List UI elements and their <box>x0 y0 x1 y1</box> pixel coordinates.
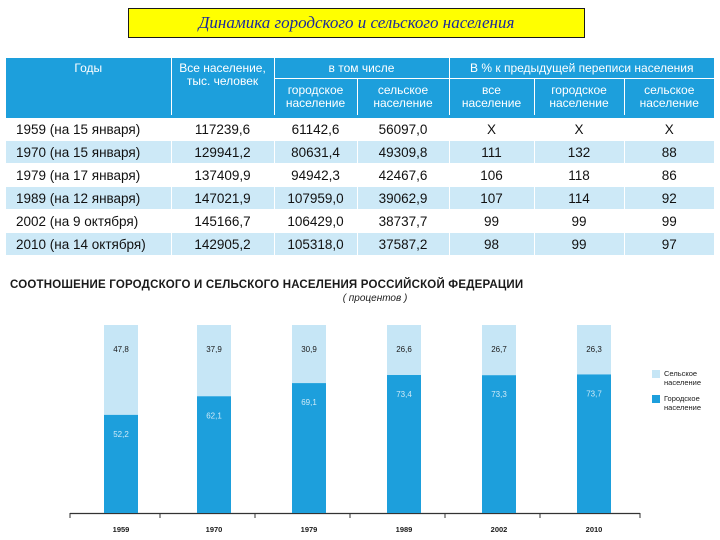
x-tick-label: 1979 <box>301 525 318 534</box>
cell-pct-urban: 132 <box>533 140 624 164</box>
cell-year: 2002 (на 9 октября) <box>6 209 171 233</box>
cell-urban: 105318,0 <box>273 232 357 255</box>
cell-pct-total: 106 <box>448 163 534 187</box>
cell-total: 145166,7 <box>170 209 274 233</box>
table-row: 1970 (на 15 января) 129941,2 80631,4 493… <box>6 140 715 164</box>
cell-rural: 38737,7 <box>356 209 449 233</box>
chart-subtitle: ( процентов ) <box>342 293 408 304</box>
data-label-urban: 62,1 <box>206 411 222 420</box>
cell-urban: 94942,3 <box>273 163 357 187</box>
bar-urban <box>387 375 421 513</box>
cell-urban: 107959,0 <box>273 186 357 210</box>
cell-total: 137409,9 <box>170 163 274 187</box>
data-label-urban: 73,4 <box>396 390 412 399</box>
cell-pct-total: 99 <box>448 209 534 233</box>
cell-pct-rural: 92 <box>623 186 715 210</box>
cell-rural: 56097,0 <box>356 115 449 141</box>
cell-pct-urban: 114 <box>533 186 624 210</box>
cell-total: 147021,9 <box>170 186 274 210</box>
cell-pct-urban: 99 <box>533 209 624 233</box>
cell-year: 1979 (на 17 января) <box>6 163 171 187</box>
header-all-population: Все население, тыс. человек <box>170 58 274 117</box>
cell-rural: 37587,2 <box>356 232 449 255</box>
cell-rural: 42467,6 <box>356 163 449 187</box>
header-pct-all: все население <box>448 78 534 117</box>
bar-rural <box>482 325 516 376</box>
header-pct-rural: сельское население <box>623 78 715 117</box>
cell-pct-rural: 86 <box>623 163 715 187</box>
table-row: 1959 (на 15 января) 117239,6 61142,6 560… <box>6 115 715 141</box>
x-tick-label: 1970 <box>206 525 223 534</box>
header-pct-group: В % к предыдущей переписи населения <box>448 58 715 79</box>
cell-pct-rural: X <box>623 115 715 141</box>
data-label-rural: 47,8 <box>113 345 129 354</box>
cell-pct-urban: 118 <box>533 163 624 187</box>
bar-rural <box>197 325 231 397</box>
bar-rural <box>104 325 138 415</box>
population-table: Годы Все население, тыс. человек в том ч… <box>6 58 715 255</box>
table-row: 2010 (на 14 октября) 142905,2 105318,0 3… <box>6 232 715 255</box>
cell-pct-rural: 99 <box>623 209 715 233</box>
legend-label: Городское население <box>664 394 701 412</box>
data-label-urban: 73,3 <box>491 390 507 399</box>
page-title: Динамика городского и сельского населени… <box>128 8 585 38</box>
bar-urban <box>197 396 231 513</box>
data-label-rural: 30,9 <box>301 345 317 354</box>
legend-swatch <box>652 395 660 403</box>
cell-year: 1970 (на 15 января) <box>6 140 171 164</box>
data-label-rural: 26,6 <box>396 345 412 354</box>
population-table-wrapper: Годы Все население, тыс. человек в том ч… <box>6 58 715 255</box>
table-header-row: Годы Все население, тыс. человек в том ч… <box>6 58 715 117</box>
bar-urban <box>482 375 516 513</box>
cell-year: 1959 (на 15 января) <box>6 115 171 141</box>
cell-total: 129941,2 <box>170 140 274 164</box>
cell-urban: 106429,0 <box>273 209 357 233</box>
x-tick-label: 2010 <box>586 525 603 534</box>
data-label-urban: 73,7 <box>586 389 602 398</box>
header-urban: городское население <box>273 78 357 117</box>
cell-pct-urban: X <box>533 115 624 141</box>
table-subheader-row: городское население сельское население в… <box>6 78 715 117</box>
bar-rural <box>387 325 421 376</box>
data-label-urban: 52,2 <box>113 430 129 439</box>
cell-urban: 80631,4 <box>273 140 357 164</box>
cell-pct-rural: 97 <box>623 232 715 255</box>
data-label-urban: 69,1 <box>301 398 317 407</box>
table-row: 1979 (на 17 января) 137409,9 94942,3 424… <box>6 163 715 187</box>
cell-pct-total: X <box>448 115 534 141</box>
cell-pct-total: 98 <box>448 232 534 255</box>
cell-year: 1989 (на 12 января) <box>6 186 171 210</box>
header-pct-urban: городское население <box>533 78 624 117</box>
cell-pct-urban: 99 <box>533 232 624 255</box>
cell-total: 142905,2 <box>170 232 274 255</box>
bar-urban <box>577 374 611 513</box>
cell-rural: 49309,8 <box>356 140 449 164</box>
header-incl-group: в том числе <box>273 58 449 79</box>
bar-urban <box>104 414 138 513</box>
legend-label: Сельское население <box>664 369 701 387</box>
data-label-rural: 37,9 <box>206 345 222 354</box>
x-tick-label: 2002 <box>491 525 508 534</box>
cell-rural: 39062,9 <box>356 186 449 210</box>
x-tick-label: 1959 <box>113 525 130 534</box>
cell-pct-total: 111 <box>448 140 534 164</box>
cell-pct-rural: 88 <box>623 140 715 164</box>
table-row: 1989 (на 12 января) 147021,9 107959,0 39… <box>6 186 715 210</box>
bar-rural <box>292 325 326 384</box>
header-years: Годы <box>6 58 171 117</box>
data-label-rural: 26,3 <box>586 345 602 354</box>
bar-rural <box>577 325 611 375</box>
data-label-rural: 26,7 <box>491 345 507 354</box>
cell-year: 2010 (на 14 октября) <box>6 232 171 255</box>
cell-pct-total: 107 <box>448 186 534 210</box>
cell-urban: 61142,6 <box>273 115 357 141</box>
header-rural: сельское население <box>356 78 449 117</box>
chart-title: СООТНОШЕНИЕ ГОРОДСКОГО И СЕЛЬСКОГО НАСЕЛ… <box>10 279 524 291</box>
legend-swatch <box>652 370 660 378</box>
x-tick-label: 1989 <box>396 525 413 534</box>
bar-urban <box>292 383 326 513</box>
cell-total: 117239,6 <box>170 115 274 141</box>
table-row: 2002 (на 9 октября) 145166,7 106429,0 38… <box>6 209 715 233</box>
